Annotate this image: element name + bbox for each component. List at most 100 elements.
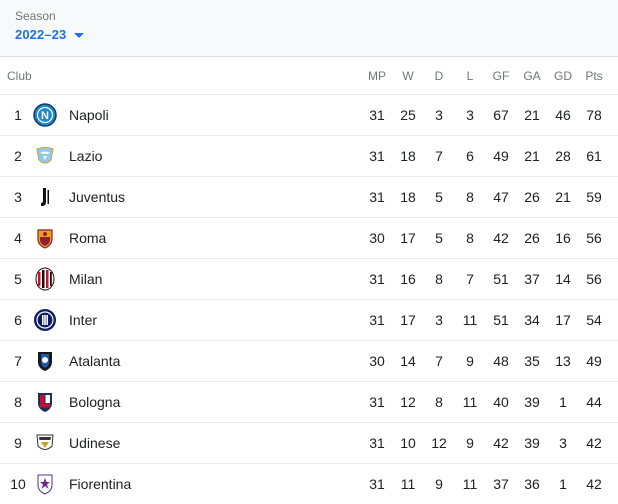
- milan-crest-icon: [32, 259, 58, 299]
- table-row[interactable]: 6 Inter 31 17 3 11 51 34 17 54: [0, 300, 618, 341]
- club-name[interactable]: Udinese: [69, 435, 121, 451]
- svg-text:N: N: [41, 110, 49, 122]
- cell-mp: 31: [369, 394, 385, 410]
- cell-gd: 28: [555, 148, 571, 164]
- cell-l: 11: [462, 476, 478, 492]
- cell-pts: 61: [586, 148, 602, 164]
- row-position: 9: [14, 435, 22, 451]
- header-pts: Pts: [585, 68, 603, 83]
- club-name[interactable]: Bologna: [69, 394, 121, 410]
- table-row[interactable]: 4 Roma 30 17 5 8 42 26 16 56: [0, 218, 618, 259]
- cell-pts: 44: [586, 394, 602, 410]
- header-l: L: [466, 68, 474, 83]
- row-position: 1: [14, 107, 22, 123]
- row-position: 10: [10, 476, 26, 492]
- table-row[interactable]: 9 Udinese 31 10 12 9 42 39 3 42: [0, 423, 618, 464]
- cell-ga: 26: [524, 230, 540, 246]
- cell-l: 3: [466, 107, 474, 123]
- header-ga: GA: [523, 68, 541, 83]
- season-value[interactable]: 2022–23: [15, 27, 67, 42]
- cell-gd: 3: [559, 435, 567, 451]
- cell-w: 16: [400, 271, 416, 287]
- row-position: 7: [14, 353, 22, 369]
- row-position: 3: [14, 189, 22, 205]
- fiorentina-crest-icon: [32, 464, 58, 504]
- cell-d: 7: [435, 353, 443, 369]
- club-name[interactable]: Lazio: [69, 148, 103, 164]
- cell-mp: 30: [369, 353, 385, 369]
- cell-ga: 21: [524, 107, 540, 123]
- cell-mp: 31: [369, 148, 385, 164]
- header-gd: GD: [554, 68, 572, 83]
- cell-d: 5: [435, 230, 443, 246]
- cell-d: 3: [435, 312, 443, 328]
- cell-gd: 13: [555, 353, 571, 369]
- chevron-down-icon[interactable]: [74, 32, 85, 38]
- cell-mp: 30: [369, 230, 385, 246]
- row-position: 6: [14, 312, 22, 328]
- cell-pts: 56: [586, 271, 602, 287]
- table-row[interactable]: 3 Juventus 31 18 5 8 47 26 21 59: [0, 177, 618, 218]
- table-row[interactable]: 2 Lazio 31 18 7 6 49 21 28 61: [0, 136, 618, 177]
- cell-w: 10: [400, 435, 416, 451]
- cell-gf: 51: [493, 312, 509, 328]
- cell-ga: 26: [524, 189, 540, 205]
- cell-pts: 78: [586, 107, 602, 123]
- season-label: Season: [15, 9, 56, 23]
- cell-w: 17: [400, 312, 416, 328]
- cell-w: 17: [400, 230, 416, 246]
- lazio-crest-icon: [32, 136, 58, 176]
- club-name[interactable]: Juventus: [69, 189, 126, 205]
- club-name[interactable]: Napoli: [69, 107, 109, 123]
- cell-gf: 37: [493, 476, 509, 492]
- cell-gf: 40: [493, 394, 509, 410]
- cell-w: 18: [400, 189, 416, 205]
- club-name[interactable]: Roma: [69, 230, 107, 246]
- cell-l: 11: [462, 394, 478, 410]
- cell-pts: 42: [586, 435, 602, 451]
- cell-ga: 39: [524, 435, 540, 451]
- table-header: Club MP W D L GF GA GD Pts: [0, 57, 618, 95]
- cell-d: 3: [435, 107, 443, 123]
- club-name[interactable]: Milan: [69, 271, 103, 287]
- inter-crest-icon: [32, 300, 58, 340]
- juventus-crest-icon: [32, 177, 58, 217]
- row-position: 8: [14, 394, 22, 410]
- cell-d: 12: [431, 435, 447, 451]
- cell-gf: 42: [493, 435, 509, 451]
- cell-l: 9: [466, 435, 474, 451]
- cell-l: 11: [462, 312, 478, 328]
- cell-gd: 17: [555, 312, 571, 328]
- cell-gd: 1: [559, 394, 567, 410]
- row-position: 4: [14, 230, 22, 246]
- cell-ga: 37: [524, 271, 540, 287]
- cell-ga: 21: [524, 148, 540, 164]
- table-row[interactable]: 1 N Napoli 31 25 3 3 67 21 46 78: [0, 95, 618, 136]
- cell-mp: 31: [369, 312, 385, 328]
- cell-mp: 31: [369, 107, 385, 123]
- header-mp: MP: [368, 68, 386, 83]
- cell-l: 6: [466, 148, 474, 164]
- cell-gf: 48: [493, 353, 509, 369]
- cell-ga: 34: [524, 312, 540, 328]
- cell-d: 8: [435, 271, 443, 287]
- cell-gd: 21: [555, 189, 571, 205]
- roma-crest-icon: [32, 218, 58, 258]
- cell-l: 8: [466, 189, 474, 205]
- club-name[interactable]: Inter: [69, 312, 98, 328]
- cell-l: 9: [466, 353, 474, 369]
- table-row[interactable]: 7 Atalanta 30 14 7 9 48 35 13 49: [0, 341, 618, 382]
- atalanta-crest-icon: [32, 341, 58, 381]
- table-row[interactable]: 10 Fiorentina 31 11 9 11 37 36 1 42: [0, 464, 618, 504]
- cell-mp: 31: [369, 271, 385, 287]
- cell-gf: 42: [493, 230, 509, 246]
- cell-ga: 36: [524, 476, 540, 492]
- table-row[interactable]: 8 Bologna 31 12 8 11 40 39 1 44: [0, 382, 618, 423]
- cell-pts: 56: [586, 230, 602, 246]
- cell-w: 12: [400, 394, 416, 410]
- club-name[interactable]: Fiorentina: [69, 476, 132, 492]
- club-name[interactable]: Atalanta: [69, 353, 121, 369]
- cell-d: 8: [435, 394, 443, 410]
- table-row[interactable]: 5 Milan 31 16 8 7 51 37 14 56: [0, 259, 618, 300]
- season-dropdown[interactable]: 2022–23: [15, 27, 85, 42]
